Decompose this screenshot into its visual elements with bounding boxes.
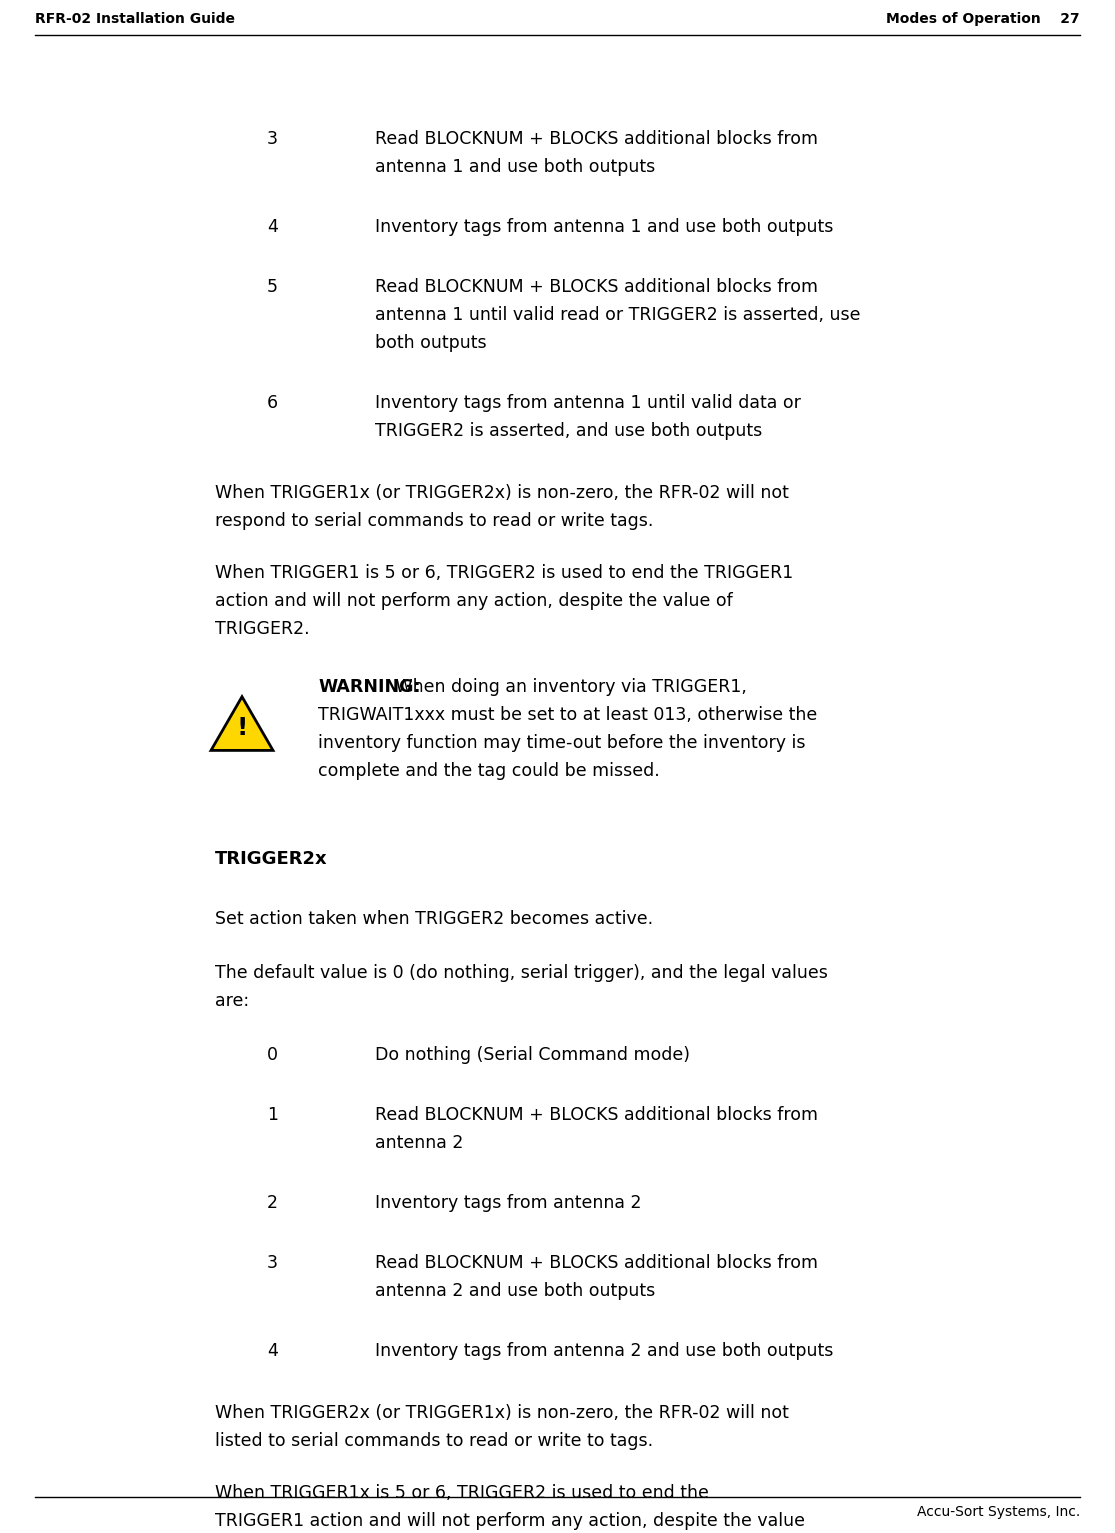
- Text: TRIGGER1 action and will not perform any action, despite the value: TRIGGER1 action and will not perform any…: [215, 1512, 805, 1530]
- Text: Set action taken when TRIGGER2 becomes active.: Set action taken when TRIGGER2 becomes a…: [215, 911, 653, 927]
- Text: When TRIGGER1x (or TRIGGER2x) is non-zero, the RFR-02 will not: When TRIGGER1x (or TRIGGER2x) is non-zer…: [215, 484, 789, 501]
- Text: 3: 3: [266, 1254, 278, 1272]
- Text: Accu-Sort Systems, Inc.: Accu-Sort Systems, Inc.: [917, 1505, 1080, 1519]
- Text: When TRIGGER1x is 5 or 6, TRIGGER2 is used to end the: When TRIGGER1x is 5 or 6, TRIGGER2 is us…: [215, 1484, 709, 1502]
- Polygon shape: [211, 696, 273, 750]
- Text: antenna 1 until valid read or TRIGGER2 is asserted, use: antenna 1 until valid read or TRIGGER2 i…: [375, 307, 861, 323]
- Text: 1: 1: [266, 1105, 278, 1124]
- Text: both outputs: both outputs: [375, 334, 486, 353]
- Text: WARNING:: WARNING:: [318, 678, 420, 696]
- Text: TRIGGER2 is asserted, and use both outputs: TRIGGER2 is asserted, and use both outpu…: [375, 422, 763, 440]
- Text: 2: 2: [266, 1194, 278, 1213]
- Text: 5: 5: [266, 277, 278, 296]
- Text: TRIGWAIT1xxx must be set to at least 013, otherwise the: TRIGWAIT1xxx must be set to at least 013…: [318, 707, 817, 724]
- Text: TRIGGER2x: TRIGGER2x: [215, 849, 328, 868]
- Text: RFR-02 Installation Guide: RFR-02 Installation Guide: [35, 12, 235, 26]
- Text: Modes of Operation    27: Modes of Operation 27: [886, 12, 1080, 26]
- Text: listed to serial commands to read or write to tags.: listed to serial commands to read or wri…: [215, 1432, 653, 1450]
- Text: respond to serial commands to read or write tags.: respond to serial commands to read or wr…: [215, 512, 653, 530]
- Text: The default value is 0 (do nothing, serial trigger), and the legal values: The default value is 0 (do nothing, seri…: [215, 964, 827, 983]
- Text: action and will not perform any action, despite the value of: action and will not perform any action, …: [215, 592, 733, 610]
- Text: inventory function may time-out before the inventory is: inventory function may time-out before t…: [318, 734, 805, 753]
- Text: Inventory tags from antenna 2: Inventory tags from antenna 2: [375, 1194, 641, 1213]
- Text: Read BLOCKNUM + BLOCKS additional blocks from: Read BLOCKNUM + BLOCKS additional blocks…: [375, 1254, 818, 1272]
- Text: TRIGGER2.: TRIGGER2.: [215, 619, 310, 638]
- Text: antenna 2 and use both outputs: antenna 2 and use both outputs: [375, 1282, 656, 1300]
- Text: antenna 1 and use both outputs: antenna 1 and use both outputs: [375, 158, 656, 176]
- Text: Inventory tags from antenna 1 and use both outputs: Inventory tags from antenna 1 and use bo…: [375, 218, 833, 236]
- Text: 0: 0: [266, 1046, 278, 1064]
- Text: 4: 4: [268, 1341, 278, 1360]
- Text: !: !: [236, 716, 248, 740]
- Text: complete and the tag could be missed.: complete and the tag could be missed.: [318, 762, 660, 780]
- Text: Read BLOCKNUM + BLOCKS additional blocks from: Read BLOCKNUM + BLOCKS additional blocks…: [375, 1105, 818, 1124]
- Text: Do nothing (Serial Command mode): Do nothing (Serial Command mode): [375, 1046, 690, 1064]
- Text: When TRIGGER1 is 5 or 6, TRIGGER2 is used to end the TRIGGER1: When TRIGGER1 is 5 or 6, TRIGGER2 is use…: [215, 564, 793, 583]
- Text: Read BLOCKNUM + BLOCKS additional blocks from: Read BLOCKNUM + BLOCKS additional blocks…: [375, 130, 818, 149]
- Text: Read BLOCKNUM + BLOCKS additional blocks from: Read BLOCKNUM + BLOCKS additional blocks…: [375, 277, 818, 296]
- Text: 4: 4: [268, 218, 278, 236]
- Text: Inventory tags from antenna 1 until valid data or: Inventory tags from antenna 1 until vali…: [375, 394, 801, 412]
- Text: antenna 2: antenna 2: [375, 1134, 464, 1151]
- Text: When doing an inventory via TRIGGER1,: When doing an inventory via TRIGGER1,: [390, 678, 747, 696]
- Text: When TRIGGER2x (or TRIGGER1x) is non-zero, the RFR-02 will not: When TRIGGER2x (or TRIGGER1x) is non-zer…: [215, 1404, 789, 1423]
- Text: are:: are:: [215, 992, 249, 1010]
- Text: 6: 6: [266, 394, 278, 412]
- Text: 3: 3: [266, 130, 278, 149]
- Text: Inventory tags from antenna 2 and use both outputs: Inventory tags from antenna 2 and use bo…: [375, 1341, 833, 1360]
